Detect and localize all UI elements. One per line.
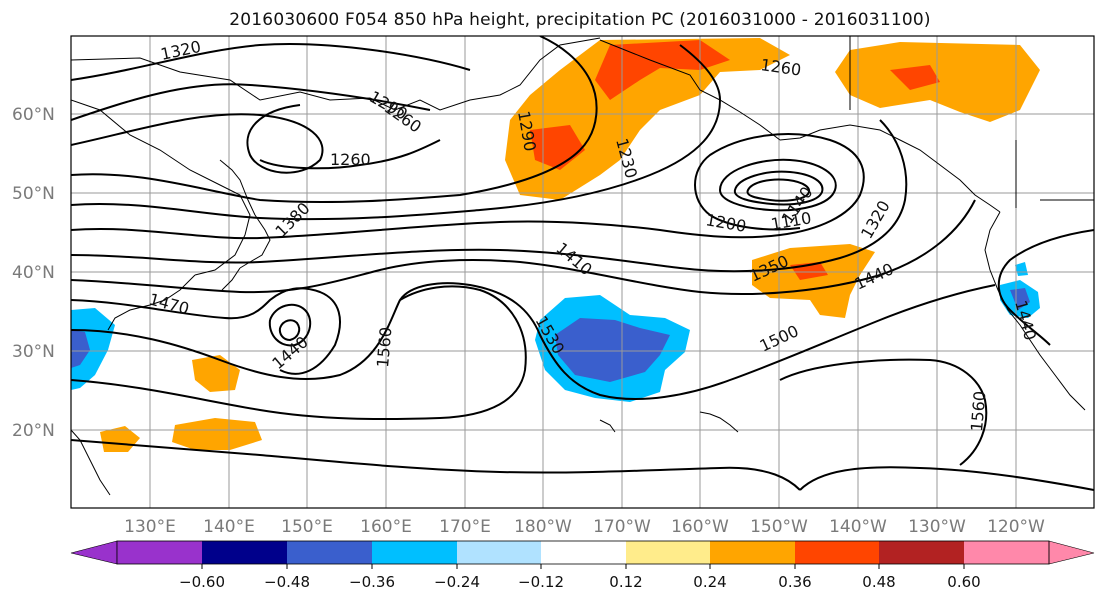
lon-label: 130°E: [124, 517, 176, 537]
precip-negative-region: [71, 308, 115, 390]
colorbar-tick-label: 0.12: [609, 573, 642, 591]
colorbar-swatch: [964, 541, 1049, 564]
lat-label: 40°N: [12, 263, 55, 283]
colorbar-swatch: [626, 541, 710, 564]
colorbar-swatch: [1048, 540, 1095, 565]
colorbar-swatch: [202, 541, 287, 564]
colorbar-tick-label: −0.24: [434, 573, 480, 591]
lon-label: 140°W: [829, 517, 887, 537]
precip-positive-core: [890, 65, 940, 90]
latitude-labels: 60°N 50°N 40°N 30°N 20°N: [12, 105, 55, 441]
contour-label: 1260: [330, 150, 371, 169]
colorbar-swatch: [541, 541, 626, 564]
precip-positive-region: [505, 38, 790, 200]
precip-negative-core: [555, 318, 670, 382]
height-contours: [71, 36, 1094, 491]
lon-label: 140°E: [203, 517, 255, 537]
colorbar-tick-label: 0.36: [778, 573, 811, 591]
precip-positive-region: [172, 418, 262, 450]
lat-label: 30°N: [12, 342, 55, 362]
colorbar-swatch: [710, 541, 795, 564]
lon-label: 170°E: [439, 517, 491, 537]
contour-label: 1560: [967, 390, 989, 432]
precip-negative-core: [1010, 288, 1030, 310]
lat-label: 60°N: [12, 105, 55, 125]
map-frame: [70, 35, 1095, 509]
precip-positive-core: [530, 125, 585, 170]
colorbar-swatch: [117, 541, 202, 564]
precip-positive-region: [752, 244, 875, 318]
colorbar-frame: [116, 540, 1050, 565]
precip-negative-core: [71, 330, 90, 368]
precip-positive-core: [595, 40, 730, 100]
colorbar-swatch: [70, 540, 118, 565]
lat-label: 20°N: [12, 421, 55, 441]
precipitation-shading: [71, 38, 1040, 452]
lon-label: 160°E: [360, 517, 412, 537]
colorbar-tick-label: −0.48: [264, 573, 310, 591]
colorbar-tick-label: 0.24: [693, 573, 726, 591]
colorbar-swatch: [457, 541, 541, 564]
colorbar-swatch: [372, 541, 457, 564]
colorbar-tick-label: −0.36: [349, 573, 395, 591]
lon-label: 130°W: [908, 517, 966, 537]
lon-label: 160°W: [671, 517, 729, 537]
colorbar-swatch: [795, 541, 879, 564]
colorbar-swatch: [287, 541, 372, 564]
lon-label: 170°W: [593, 517, 651, 537]
lon-label: 150°W: [750, 517, 808, 537]
lon-label: 150°E: [281, 517, 333, 537]
lat-label: 50°N: [12, 184, 55, 204]
precip-positive-region: [192, 355, 240, 392]
colorbar-swatch: [879, 541, 964, 564]
map-title: 2016030600 F054 850 hPa height, precipit…: [229, 10, 931, 30]
lon-label: 180°W: [514, 517, 572, 537]
lon-label: 120°W: [987, 517, 1045, 537]
contour-label: 1560: [373, 326, 395, 368]
colorbar-tick-label: −0.60: [179, 573, 225, 591]
colorbar-tick-label: −0.12: [518, 573, 564, 591]
colorbar: −0.60 −0.48 −0.36 −0.24 −0.12 0.12 0.24 …: [70, 540, 1095, 591]
longitude-labels: 130°E 140°E 150°E 160°E 170°E 180°W 170°…: [124, 517, 1045, 537]
colorbar-tick-label: 0.60: [947, 573, 980, 591]
coastlines: [71, 36, 1094, 496]
colorbar-tick-label: 0.48: [862, 573, 895, 591]
